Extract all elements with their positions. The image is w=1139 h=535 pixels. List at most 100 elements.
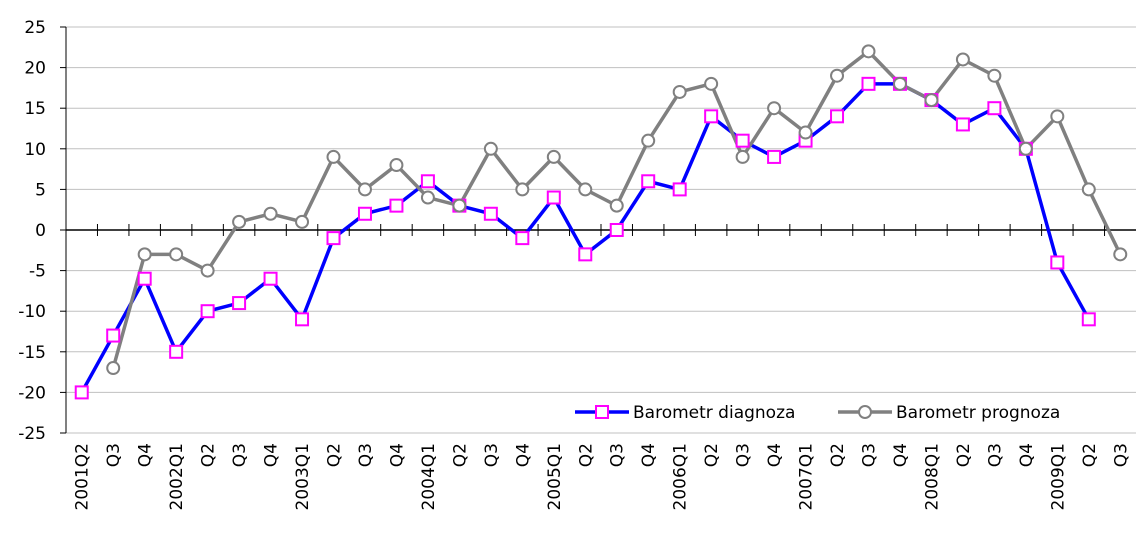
y-tick-label: 5: [35, 180, 46, 200]
marker: [798, 125, 813, 140]
line: [80, 82, 1091, 394]
x-tick-label: Q4: [891, 443, 911, 467]
marker: [106, 361, 121, 376]
y-tick-label: -10: [18, 302, 46, 322]
x-tick-label: 2008Q1: [922, 443, 942, 510]
y-tick-label: -25: [18, 424, 46, 444]
x-tick-label: 2009Q1: [1048, 443, 1068, 510]
x-tick-label: Q4: [765, 443, 785, 467]
y-tick-label: -20: [18, 383, 46, 403]
marker: [987, 101, 1002, 116]
marker: [326, 231, 341, 246]
marker: [326, 149, 341, 164]
marker: [106, 328, 121, 343]
x-tick-label: Q3: [356, 443, 376, 467]
marker: [295, 214, 310, 229]
marker: [357, 182, 372, 197]
legend-item: Barometr prognoza: [838, 403, 1060, 423]
x-tick-label: Q4: [262, 443, 282, 467]
marker: [735, 149, 750, 164]
marker: [357, 206, 372, 221]
marker: [1081, 182, 1096, 197]
marker: [200, 304, 215, 319]
marker: [515, 182, 530, 197]
legend-label: Barometr diagnoza: [633, 403, 795, 423]
y-tick-label: 10: [24, 140, 46, 160]
marker: [389, 198, 404, 213]
x-tick-label: 2007Q1: [797, 443, 817, 510]
x-tick-label: Q2: [828, 443, 848, 467]
legend-item: Barometr diagnoza: [575, 403, 795, 423]
marker: [1081, 312, 1096, 327]
marker: [641, 174, 656, 189]
marker: [1113, 247, 1128, 262]
marker: [452, 198, 467, 213]
x-tick-label: Q2: [576, 443, 596, 467]
marker: [892, 76, 907, 91]
marker: [483, 206, 498, 221]
marker: [420, 174, 435, 189]
marker: [767, 149, 782, 164]
marker: [578, 182, 593, 197]
marker: [861, 44, 876, 59]
x-tick-label: Q4: [513, 443, 533, 467]
x-tick-label: Q4: [387, 443, 407, 467]
marker: [169, 344, 184, 359]
x-tick-label: 2003Q1: [293, 443, 313, 510]
x-tick-label: Q4: [1017, 443, 1037, 467]
marker: [578, 247, 593, 262]
marker: [987, 68, 1002, 83]
marker: [609, 198, 624, 213]
marker: [1050, 255, 1065, 270]
legend-label: Barometr prognoza: [896, 403, 1060, 423]
x-tick-label: Q3: [104, 443, 124, 467]
x-tick-label: Q4: [639, 443, 659, 467]
y-tick-label: -15: [18, 343, 46, 363]
marker: [263, 206, 278, 221]
x-tick-label: 2004Q1: [419, 443, 439, 510]
marker: [200, 263, 215, 278]
marker: [1018, 141, 1033, 156]
x-tick-label: 2006Q1: [671, 443, 691, 510]
marker: [704, 76, 719, 91]
marker: [420, 190, 435, 205]
x-tick-label: Q3: [608, 443, 628, 467]
marker: [515, 231, 530, 246]
marker: [735, 133, 750, 148]
marker: [1050, 109, 1065, 124]
marker: [641, 133, 656, 148]
marker: [232, 296, 247, 311]
y-tick-label: 15: [24, 99, 46, 119]
marker: [924, 93, 939, 108]
marker: [137, 271, 152, 286]
marker: [546, 149, 561, 164]
x-tick-label: Q2: [954, 443, 974, 467]
marker: [767, 101, 782, 116]
y-tick-label: 0: [35, 221, 46, 241]
x-tick-label: Q3: [985, 443, 1005, 467]
x-tick-label: Q2: [450, 443, 470, 467]
x-tick-label: Q2: [1080, 443, 1100, 467]
y-tick-label: 25: [24, 18, 46, 38]
marker: [263, 271, 278, 286]
marker: [169, 247, 184, 262]
marker: [861, 76, 876, 91]
marker: [955, 52, 970, 67]
x-tick-label: Q3: [1111, 443, 1131, 467]
marker: [74, 385, 89, 400]
y-tick-label: 20: [24, 59, 46, 79]
marker: [830, 68, 845, 83]
x-tick-label: Q2: [199, 443, 219, 467]
marker: [704, 109, 719, 124]
x-tick-label: Q3: [482, 443, 502, 467]
legend-marker: [858, 405, 872, 419]
x-tick-label: 2005Q1: [545, 443, 565, 510]
marker: [232, 214, 247, 229]
marker: [389, 158, 404, 173]
x-tick-label: Q2: [325, 443, 345, 467]
x-tick-label: 2001Q2: [73, 443, 93, 510]
x-tick-label: Q3: [860, 443, 880, 467]
marker: [546, 190, 561, 205]
x-tick-label: Q4: [136, 443, 156, 467]
